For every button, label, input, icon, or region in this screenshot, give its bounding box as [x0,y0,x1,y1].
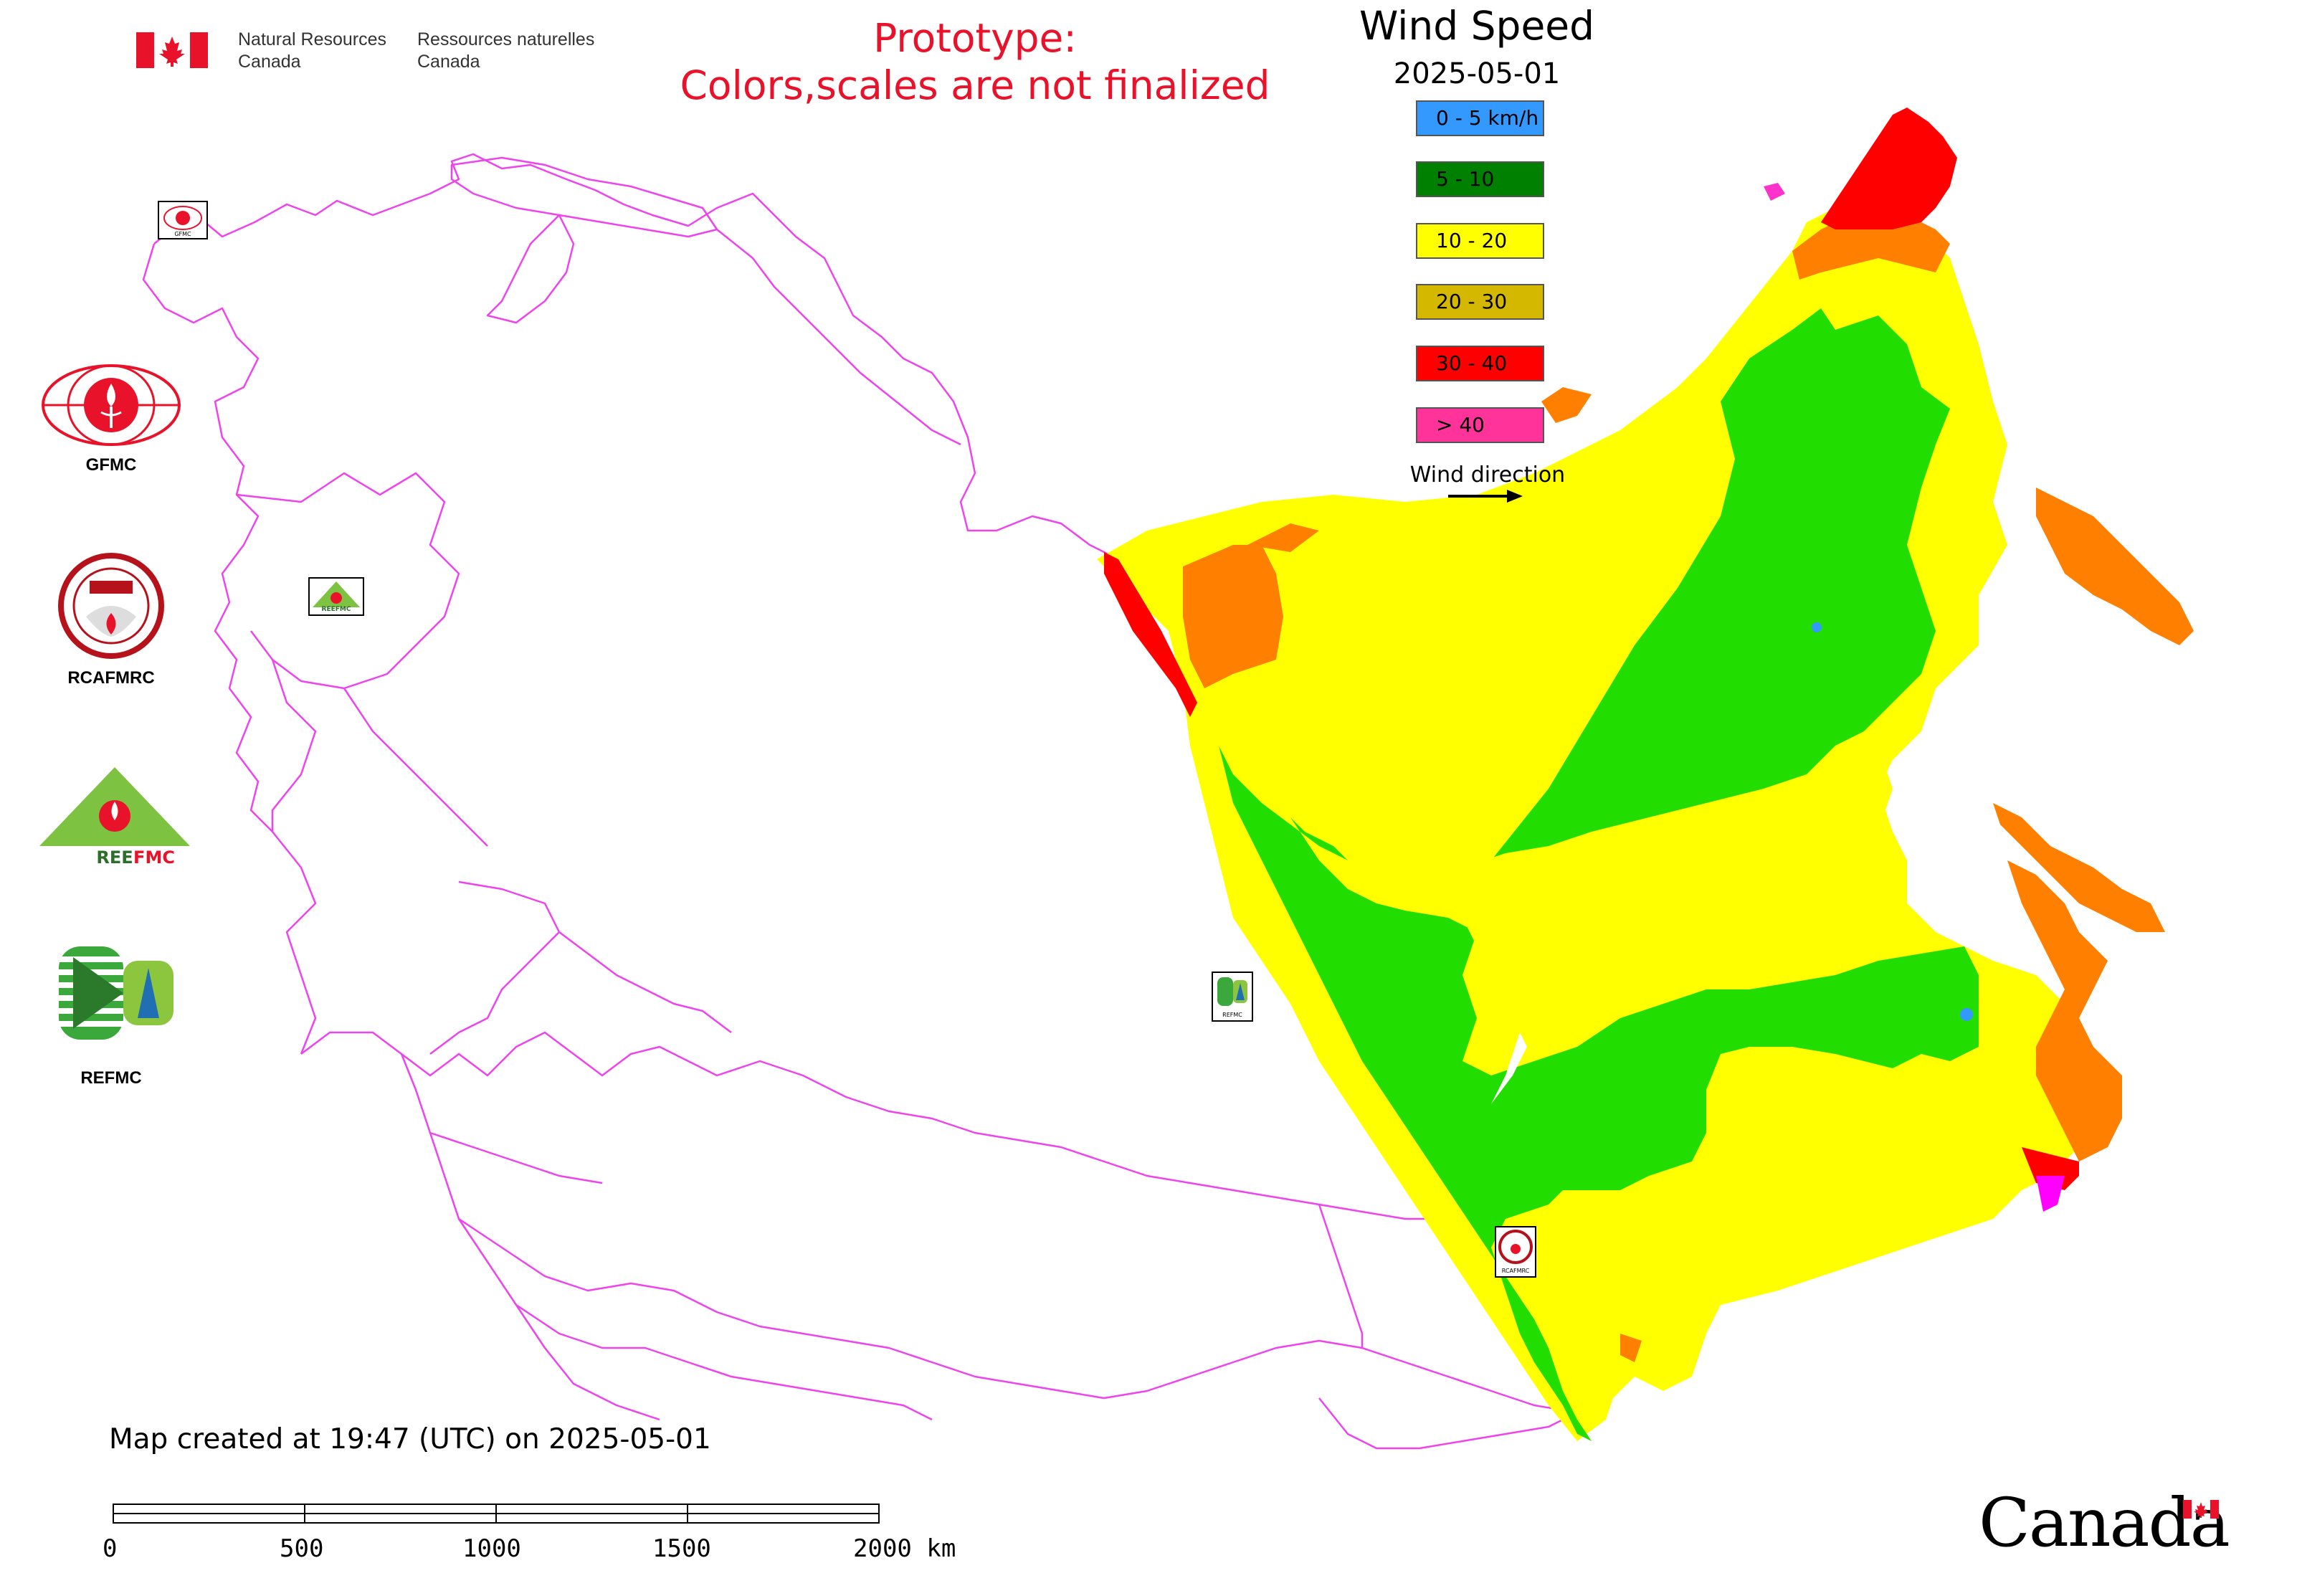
zone-blue-dot [1812,622,1822,632]
scale-label-1500: 1500 [652,1534,711,1563]
zone-yellow-southeast [1549,1190,1778,1405]
zone-green-lower [1219,746,1979,1441]
zone-orange-east [2007,860,2122,1162]
legend-item: 30 - 40 [1416,346,1544,381]
wind-direction-arrow-icon [1448,488,1523,505]
department-name-fr: Ressources naturelles Canada [417,29,595,72]
zone-magenta-north [1764,183,1785,201]
scale-bar [113,1504,880,1524]
department-name-en: Natural Resources Canada [238,29,387,72]
zone-red-northeast [1821,108,1957,229]
scale-label-1000: 1000 [462,1534,521,1563]
refmc-logo [59,946,173,1040]
zone-magenta-southeast [2036,1176,2065,1212]
wind-zones [1097,108,2194,1441]
rcafmrc-logo [57,552,165,660]
legend-item: > 40 [1416,407,1544,443]
scale-label-0: 0 [103,1534,118,1563]
zone-red-southeast [2022,1147,2079,1190]
reefmc-map-marker[interactable]: REEFMC [308,577,364,616]
zone-orange-kamchatka [2036,488,2194,645]
gfmc-label: GFMC [85,455,137,475]
rcafmrc-marker-label: RCAFMRC [1501,1268,1530,1274]
rcafmrc-label: RCAFMRC [67,668,155,688]
wind-direction-label: Wind direction [1409,462,1566,488]
gfmc-marker-label: GFMC [174,231,191,237]
map-created-text: Map created at 19:47 (UTC) on 2025-05-01 [109,1423,711,1455]
zone-orange-south [1620,1334,1642,1362]
legend-item: 20 - 30 [1416,284,1544,320]
canada-wordmark: Canada [1979,1484,2230,1570]
refmc-map-marker[interactable]: REFMC [1212,972,1253,1022]
zone-orange-west [1183,545,1283,688]
legend-date: 2025-05-01 [1393,57,1561,90]
scale-label-2000: 2000 km [853,1534,956,1563]
gfmc-logo [39,362,183,448]
rcafmrc-map-marker[interactable]: RCAFMRC [1495,1226,1536,1278]
svg-text:FMC: FMC [133,847,175,868]
refmc-label: REFMC [80,1068,142,1088]
prototype-notice: Prototype: Colors,scales are not finaliz… [680,15,1270,108]
legend-title: Wind Speed [1359,3,1595,49]
zone-orange-sakhalin [1993,803,2165,932]
legend-item: 10 - 20 [1416,223,1544,259]
scale-label-500: 500 [280,1534,324,1563]
canada-wordmark-flag-icon [2183,1500,2219,1519]
refmc-marker-label: REFMC [1222,1012,1242,1018]
legend-item: 0 - 5 km/h [1416,100,1544,136]
reefmc-marker-label: REEFMC [321,606,351,613]
gfmc-map-marker[interactable]: GFMC [158,201,208,239]
svg-text:REE: REE [96,847,133,868]
zone-blue-dot [1960,1008,1973,1021]
legend-item: 5 - 10 [1416,161,1544,197]
country-boundaries [142,153,1622,1450]
lake-baikal [1470,1032,1527,1154]
zone-green-central [1477,308,1950,932]
zone-orange-top [1247,523,1319,552]
zone-orange-islands [1541,387,1592,423]
reefmc-logo: REE FMC [39,767,190,868]
zone-red-west [1104,552,1197,717]
canada-wordmark-text: Canada [1979,1484,2230,1562]
zone-yellow-band [1462,731,1936,997]
canada-flag-logo [136,32,208,68]
